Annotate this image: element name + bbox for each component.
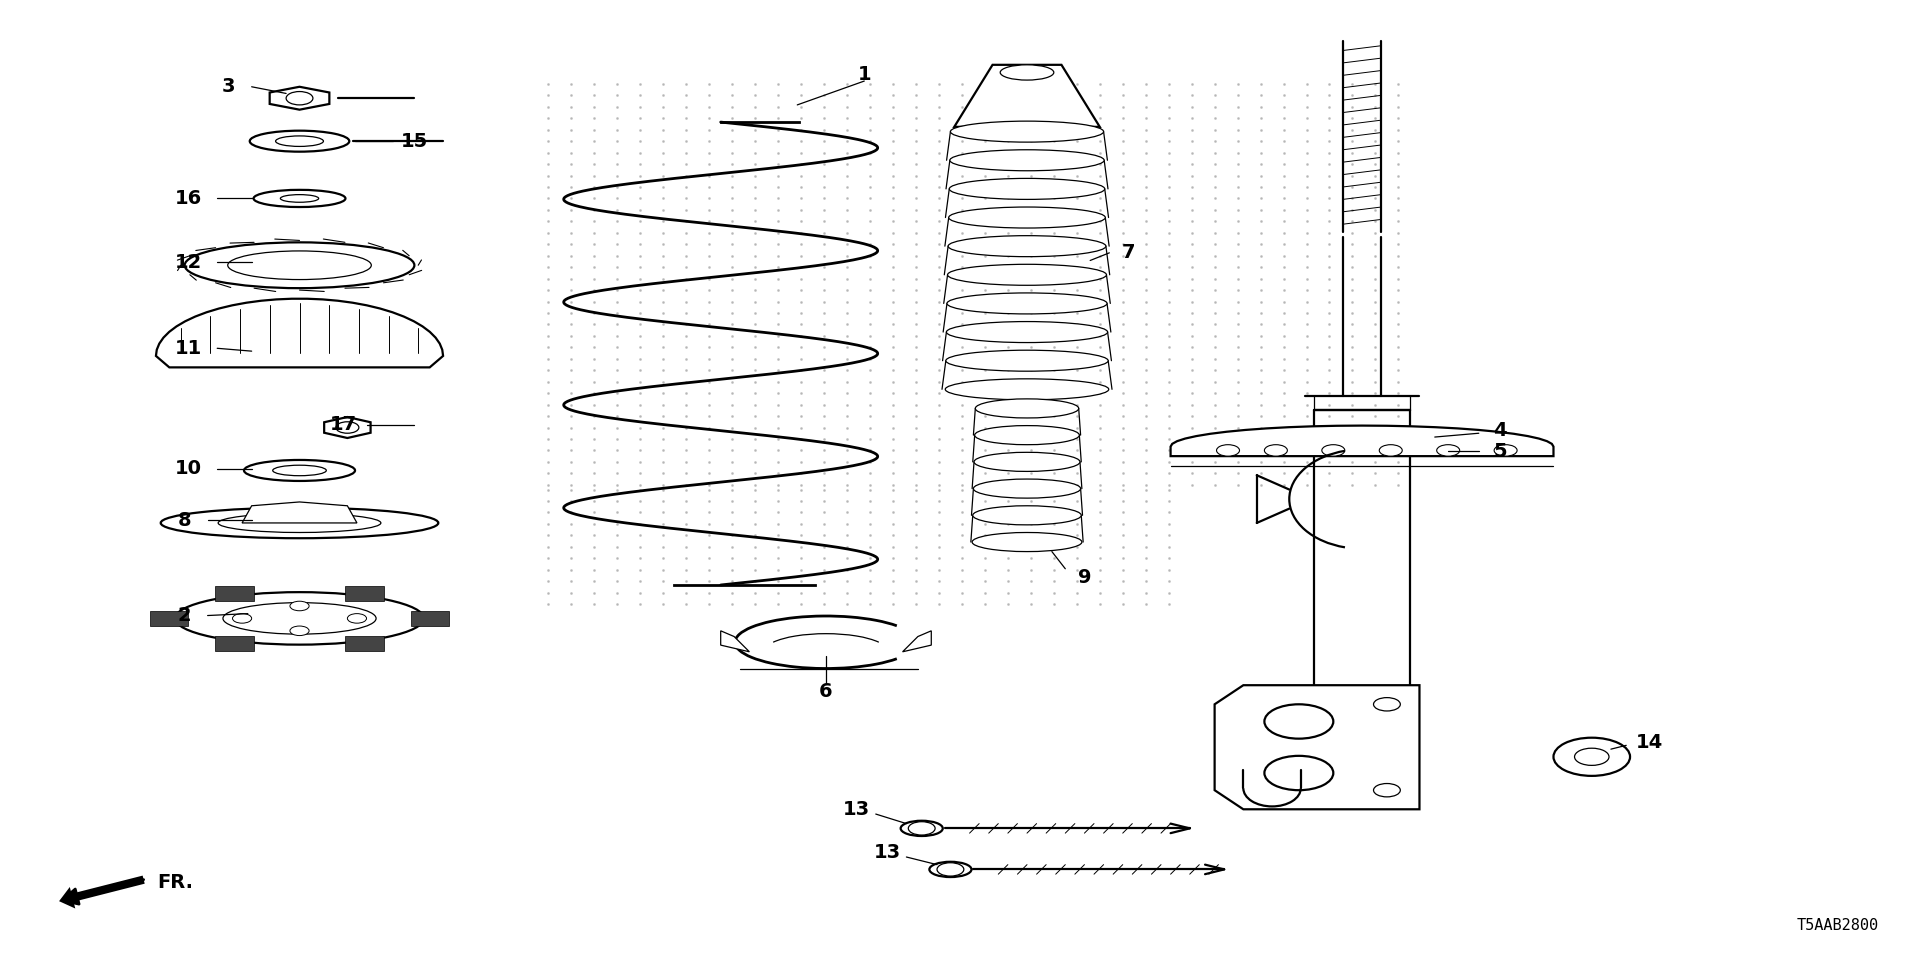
Polygon shape xyxy=(720,631,749,652)
Ellipse shape xyxy=(1000,65,1054,80)
Polygon shape xyxy=(1215,685,1419,809)
Ellipse shape xyxy=(972,533,1081,552)
Ellipse shape xyxy=(973,479,1081,498)
Circle shape xyxy=(1436,444,1459,456)
Text: 16: 16 xyxy=(175,189,202,208)
Text: 5: 5 xyxy=(1494,442,1507,461)
Ellipse shape xyxy=(273,466,326,476)
Ellipse shape xyxy=(975,425,1079,444)
Ellipse shape xyxy=(947,293,1108,314)
Text: 2: 2 xyxy=(179,606,192,625)
Circle shape xyxy=(1265,705,1332,738)
Ellipse shape xyxy=(947,350,1108,372)
Polygon shape xyxy=(156,299,444,368)
Text: 8: 8 xyxy=(179,511,192,530)
Circle shape xyxy=(1553,737,1630,776)
Text: 14: 14 xyxy=(1636,733,1663,752)
Circle shape xyxy=(1379,444,1402,456)
Ellipse shape xyxy=(945,379,1108,399)
Text: 9: 9 xyxy=(1077,568,1091,587)
Ellipse shape xyxy=(973,452,1079,471)
Ellipse shape xyxy=(975,398,1079,418)
Text: 7: 7 xyxy=(1121,243,1135,262)
Circle shape xyxy=(1265,756,1332,790)
Circle shape xyxy=(1373,783,1400,797)
Circle shape xyxy=(1494,444,1517,456)
Ellipse shape xyxy=(900,821,943,836)
Ellipse shape xyxy=(223,603,376,635)
Circle shape xyxy=(908,822,935,835)
Polygon shape xyxy=(215,636,253,651)
Ellipse shape xyxy=(244,460,355,481)
Polygon shape xyxy=(324,417,371,438)
Ellipse shape xyxy=(948,235,1106,256)
Polygon shape xyxy=(150,611,188,626)
Ellipse shape xyxy=(219,514,380,533)
Polygon shape xyxy=(902,631,931,652)
Polygon shape xyxy=(346,586,384,601)
Ellipse shape xyxy=(250,131,349,152)
Ellipse shape xyxy=(184,242,415,288)
Ellipse shape xyxy=(973,506,1081,525)
Polygon shape xyxy=(411,611,449,626)
Ellipse shape xyxy=(947,322,1108,343)
Text: 3: 3 xyxy=(223,77,236,96)
FancyArrowPatch shape xyxy=(61,879,144,904)
Ellipse shape xyxy=(280,195,319,203)
Ellipse shape xyxy=(950,121,1104,142)
Circle shape xyxy=(290,626,309,636)
Circle shape xyxy=(348,613,367,623)
Text: 17: 17 xyxy=(330,415,357,434)
Circle shape xyxy=(336,421,359,433)
Polygon shape xyxy=(954,65,1100,127)
Polygon shape xyxy=(242,502,357,523)
Polygon shape xyxy=(346,636,384,651)
Text: 13: 13 xyxy=(843,800,870,819)
Text: 10: 10 xyxy=(175,459,202,478)
Ellipse shape xyxy=(276,136,323,147)
Ellipse shape xyxy=(253,190,346,207)
Text: 6: 6 xyxy=(820,683,833,702)
Ellipse shape xyxy=(948,179,1104,200)
Circle shape xyxy=(1265,444,1288,456)
Polygon shape xyxy=(1171,425,1553,456)
Circle shape xyxy=(286,91,313,105)
Ellipse shape xyxy=(950,150,1104,171)
Circle shape xyxy=(1373,698,1400,711)
Circle shape xyxy=(1574,748,1609,765)
Circle shape xyxy=(290,601,309,611)
Text: T5AAB2800: T5AAB2800 xyxy=(1797,919,1880,933)
Ellipse shape xyxy=(175,592,424,645)
Text: FR.: FR. xyxy=(157,874,194,892)
Text: 11: 11 xyxy=(175,339,202,358)
Polygon shape xyxy=(269,86,330,109)
Circle shape xyxy=(1217,444,1240,456)
Ellipse shape xyxy=(228,251,371,279)
Text: 1: 1 xyxy=(858,65,872,84)
Ellipse shape xyxy=(948,207,1106,228)
Circle shape xyxy=(1321,444,1344,456)
Text: 12: 12 xyxy=(175,252,202,272)
Ellipse shape xyxy=(948,264,1106,285)
Polygon shape xyxy=(215,586,253,601)
Ellipse shape xyxy=(929,862,972,877)
Text: 15: 15 xyxy=(401,132,428,151)
Ellipse shape xyxy=(161,508,438,539)
Circle shape xyxy=(232,613,252,623)
Text: 13: 13 xyxy=(874,843,900,862)
Text: 4: 4 xyxy=(1494,420,1507,440)
Circle shape xyxy=(937,863,964,876)
FancyArrowPatch shape xyxy=(60,876,144,908)
